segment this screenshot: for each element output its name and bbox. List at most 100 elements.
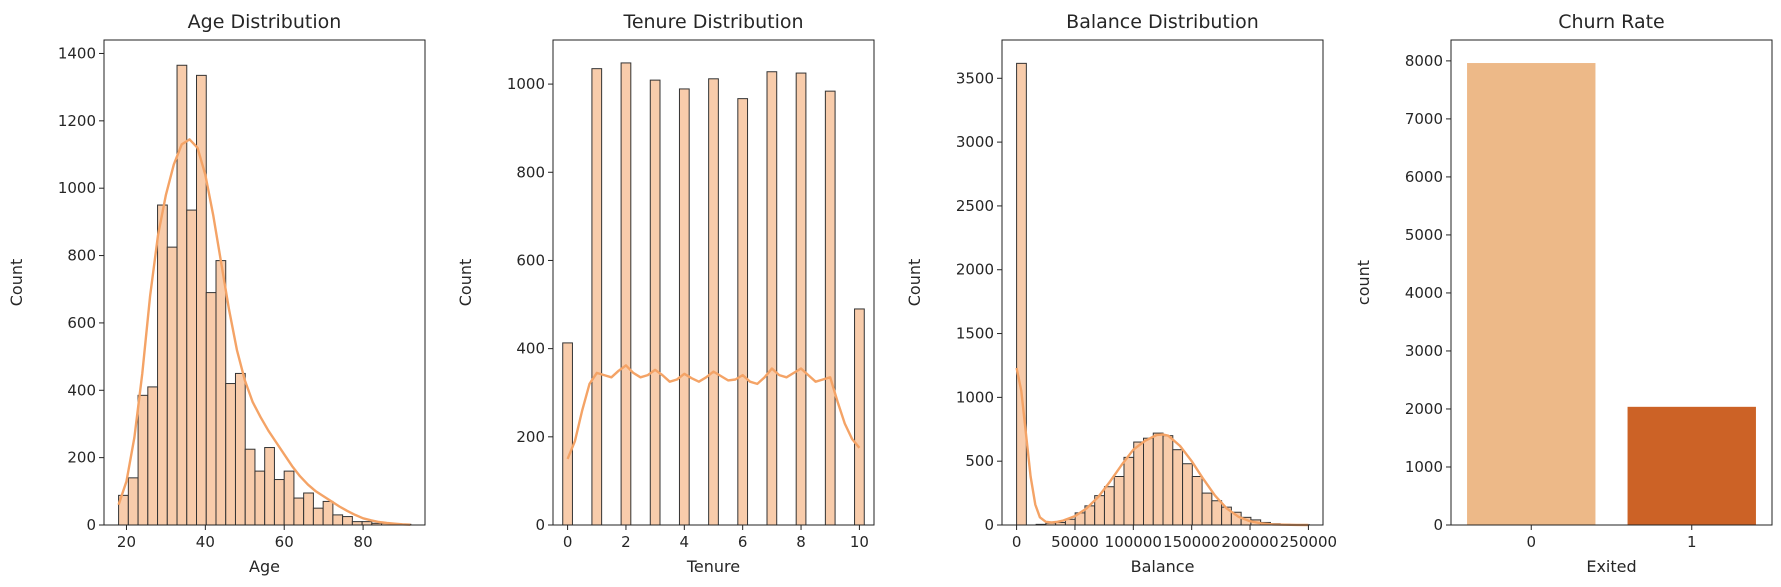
bar bbox=[127, 477, 139, 526]
y-tick-label: 200 bbox=[67, 449, 96, 467]
x-tick-label: 80 bbox=[354, 533, 373, 551]
bar bbox=[649, 79, 661, 526]
bar bbox=[361, 521, 373, 526]
x-axis-label: Age bbox=[249, 557, 280, 576]
bar bbox=[137, 394, 149, 526]
bar bbox=[1211, 500, 1223, 526]
bar bbox=[196, 74, 207, 526]
chart-2: 0 200 400 600 800 1000 0 2 4 6 8 10 Tenure Distribut… bbox=[456, 11, 875, 576]
axes-frame bbox=[103, 39, 426, 526]
y-tick-label: 0 bbox=[1433, 516, 1443, 534]
bar bbox=[1143, 437, 1154, 526]
y-tick-label: 7000 bbox=[1405, 110, 1443, 128]
y-tick-label: 200 bbox=[516, 428, 545, 446]
bar bbox=[824, 90, 836, 526]
bar bbox=[1182, 463, 1193, 526]
kde-line bbox=[117, 138, 411, 526]
y-tick-label: 3500 bbox=[956, 69, 994, 87]
y-tick-label: 1500 bbox=[956, 325, 994, 343]
y-tick-label: 2000 bbox=[1405, 400, 1443, 418]
y-tick-label: 0 bbox=[984, 516, 994, 534]
chart-title: Age Distribution bbox=[188, 11, 342, 33]
x-tick-label: 10 bbox=[850, 533, 869, 551]
x-tick-label: 60 bbox=[275, 533, 294, 551]
bar bbox=[176, 64, 188, 526]
y-tick-label: 1000 bbox=[507, 75, 545, 93]
y-tick-label: 8000 bbox=[1405, 52, 1443, 70]
x-tick-label: 100000 bbox=[1105, 533, 1162, 551]
bar bbox=[766, 71, 778, 526]
y-tick-label: 800 bbox=[516, 163, 545, 181]
x-tick-label: 0 bbox=[1526, 533, 1536, 551]
bar bbox=[322, 500, 334, 526]
bar bbox=[157, 204, 168, 526]
bar bbox=[234, 372, 246, 526]
x-ticks: 0 2 4 6 8 10 bbox=[563, 525, 869, 551]
bar bbox=[186, 209, 198, 526]
axes-frame bbox=[1450, 39, 1773, 526]
bar bbox=[312, 507, 324, 526]
kde-line bbox=[566, 364, 861, 460]
y-tick-label: 3000 bbox=[1405, 342, 1443, 360]
bar bbox=[264, 447, 275, 526]
x-tick-label: 50000 bbox=[1051, 533, 1099, 551]
y-tick-label: 1000 bbox=[1405, 458, 1443, 476]
y-tick-label: 600 bbox=[67, 314, 96, 332]
bar bbox=[708, 78, 719, 526]
bar bbox=[1103, 486, 1115, 526]
axes-frame bbox=[1001, 39, 1324, 526]
bars bbox=[562, 62, 865, 526]
bar bbox=[273, 479, 285, 526]
kde-line bbox=[1015, 367, 1309, 527]
x-ticks: 0 50000 100000 150000 200000 250000 bbox=[1012, 525, 1337, 551]
bar bbox=[205, 292, 217, 526]
bar-1 bbox=[1627, 406, 1756, 525]
y-ticks: 0 500 1000 1500 2000 2500 3000 3500 bbox=[956, 69, 1002, 534]
x-axis-label: Exited bbox=[1586, 557, 1636, 576]
bar bbox=[215, 260, 227, 526]
y-axis-label: count bbox=[1354, 260, 1373, 305]
y-tick-label: 3000 bbox=[956, 133, 994, 151]
bars bbox=[1467, 63, 1756, 525]
bar bbox=[854, 308, 865, 526]
chart-1: 0 200 400 600 800 1000 1200 1400 20 40 60 80 Age Dis… bbox=[7, 11, 426, 576]
chart-3: 0 500 1000 1500 2000 2500 3000 3500 0 50000 100000… bbox=[905, 11, 1337, 576]
chart-title: Tenure Distribution bbox=[622, 11, 803, 33]
x-tick-label: 4 bbox=[680, 533, 690, 551]
x-tick-label: 150000 bbox=[1163, 533, 1220, 551]
y-tick-label: 1400 bbox=[58, 44, 96, 62]
bar bbox=[1133, 441, 1145, 526]
x-tick-label: 20 bbox=[117, 533, 136, 551]
y-tick-label: 2500 bbox=[956, 197, 994, 215]
y-axis-label: Count bbox=[7, 259, 26, 307]
x-tick-label: 0 bbox=[563, 533, 573, 551]
x-tick-label: 200000 bbox=[1221, 533, 1278, 551]
y-tick-label: 1000 bbox=[58, 179, 96, 197]
chart-title: Churn Rate bbox=[1558, 11, 1664, 33]
x-tick-label: 40 bbox=[196, 533, 215, 551]
y-tick-label: 400 bbox=[516, 340, 545, 358]
x-tick-label: 8 bbox=[796, 533, 806, 551]
y-tick-label: 600 bbox=[516, 251, 545, 269]
y-tick-label: 1200 bbox=[58, 112, 96, 130]
bar bbox=[1113, 476, 1125, 526]
y-ticks: 0 1000 2000 3000 4000 5000 6000 7000 8000 bbox=[1405, 52, 1451, 534]
y-axis-label: Count bbox=[456, 259, 475, 307]
bar bbox=[283, 470, 295, 526]
bar bbox=[591, 68, 603, 526]
bar bbox=[737, 98, 749, 526]
y-ticks: 0 200 400 600 800 1000 bbox=[507, 75, 553, 534]
bar bbox=[332, 514, 344, 526]
bar bbox=[303, 492, 314, 526]
x-tick-label: 1 bbox=[1687, 533, 1697, 551]
x-tick-label: 250000 bbox=[1280, 533, 1337, 551]
bar bbox=[293, 497, 305, 526]
x-tick-label: 2 bbox=[621, 533, 631, 551]
y-tick-label: 0 bbox=[86, 516, 96, 534]
x-tick-label: 6 bbox=[738, 533, 748, 551]
bar bbox=[620, 62, 632, 526]
y-tick-label: 0 bbox=[535, 516, 545, 534]
